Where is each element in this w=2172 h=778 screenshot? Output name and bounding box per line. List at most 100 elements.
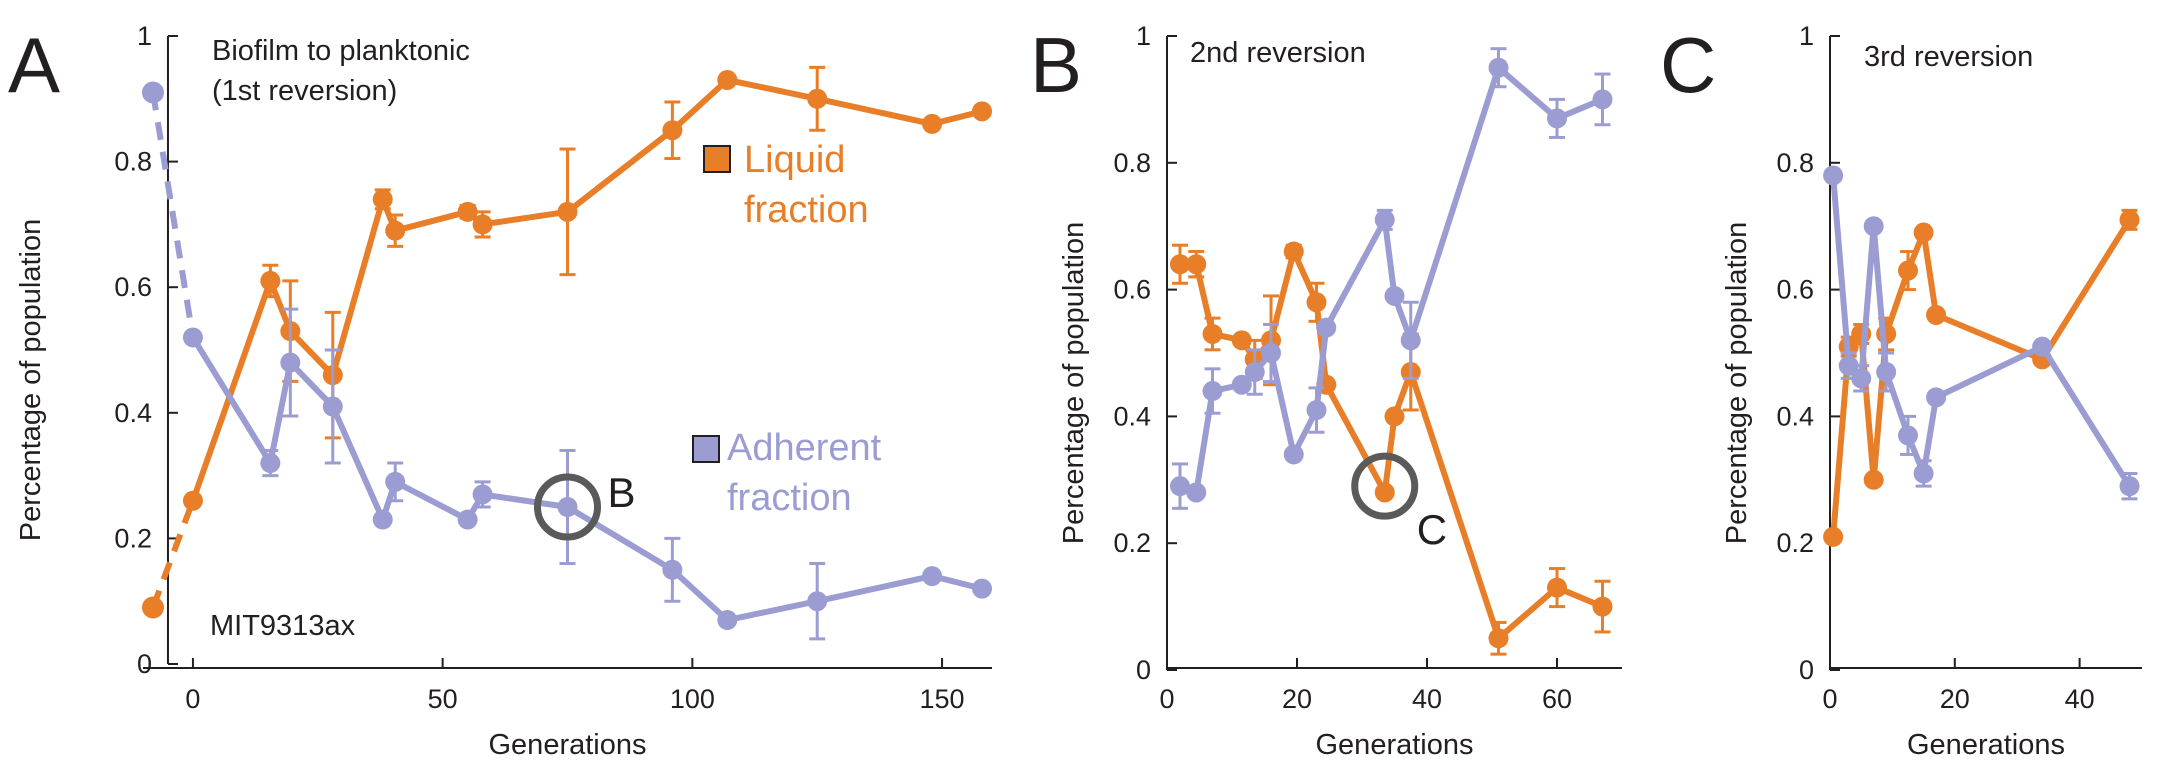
data-point-adherent bbox=[1261, 343, 1281, 363]
y-tick-label: 0 bbox=[137, 649, 152, 679]
x-tick-label: 100 bbox=[670, 684, 715, 714]
panel-letter-b: B bbox=[1030, 21, 1082, 109]
data-point-adherent bbox=[717, 610, 738, 631]
data-point-adherent bbox=[1898, 425, 1918, 446]
x-axis-title: Generations bbox=[1907, 729, 2065, 761]
legend-swatch-liquid bbox=[703, 145, 731, 173]
data-point-liquid bbox=[1170, 254, 1190, 275]
data-point-adherent bbox=[1838, 355, 1859, 376]
data-point-liquid bbox=[1384, 406, 1405, 427]
series-liquid-line bbox=[1180, 248, 1604, 642]
data-point-adherent bbox=[1863, 216, 1884, 237]
y-axis-title: Percentage of population bbox=[15, 219, 47, 541]
data-point-adherent bbox=[1876, 362, 1897, 383]
data-point-adherent bbox=[557, 497, 578, 517]
data-point-adherent bbox=[1202, 381, 1223, 402]
y-tick-label: 0.2 bbox=[1113, 528, 1151, 558]
x-tick-label: 0 bbox=[185, 684, 200, 714]
data-point-liquid bbox=[1306, 292, 1327, 313]
data-point-liquid bbox=[1186, 254, 1207, 275]
data-point-liquid bbox=[1863, 469, 1884, 490]
strain-label: MIT9313ax bbox=[210, 610, 356, 642]
series-adherent bbox=[141, 81, 993, 641]
data-point-liquid bbox=[472, 214, 493, 235]
x-tick-label: 40 bbox=[1412, 684, 1442, 714]
data-point-liquid bbox=[2119, 209, 2140, 230]
x-tick-label: 20 bbox=[1282, 684, 1312, 714]
y-tick-label: 1 bbox=[137, 21, 152, 51]
data-point-adherent bbox=[1374, 209, 1395, 230]
data-point-liquid bbox=[457, 201, 478, 222]
data-point-liquid bbox=[372, 189, 393, 210]
series-adherent-line bbox=[190, 335, 983, 624]
data-point-liquid bbox=[662, 120, 683, 141]
x-tick-label: 0 bbox=[1159, 684, 1174, 714]
series-liquid-dashed-start bbox=[150, 499, 196, 609]
panel-a: A Biofilm to planktonic (1st reversion) … bbox=[8, 21, 993, 761]
data-point-liquid bbox=[1898, 260, 1918, 281]
series-liquid bbox=[141, 65, 993, 619]
x-tick-label: 20 bbox=[1940, 684, 1970, 714]
data-point-adherent bbox=[1926, 387, 1947, 408]
legend-liquid-line2: fraction bbox=[744, 189, 869, 231]
data-point-adherent bbox=[280, 352, 301, 373]
data-point-adherent bbox=[1488, 57, 1509, 78]
x-axis-title: Generations bbox=[489, 729, 647, 761]
series-adherent bbox=[1170, 47, 1613, 510]
data-point-liquid bbox=[717, 69, 738, 90]
legend-adherent-line1: Adherent bbox=[727, 427, 882, 469]
data-point-liquid bbox=[385, 220, 406, 241]
data-point-liquid bbox=[1231, 330, 1252, 351]
y-tick-label: 0.2 bbox=[114, 523, 152, 553]
data-point-adherent bbox=[457, 509, 478, 530]
data-point-adherent bbox=[662, 559, 683, 580]
data-point-adherent bbox=[260, 453, 281, 474]
data-point-liquid bbox=[1592, 596, 1613, 617]
data-point-adherent bbox=[1592, 89, 1613, 110]
highlight-circle bbox=[534, 473, 601, 541]
data-point-liquid bbox=[1547, 577, 1567, 598]
data-point-adherent bbox=[1283, 444, 1304, 465]
data-point-adherent bbox=[1547, 108, 1567, 129]
data-point-adherent bbox=[2032, 336, 2053, 357]
data-point-adherent bbox=[372, 509, 393, 530]
y-axis-title: Percentage of population bbox=[1058, 222, 1090, 544]
legend-adherent-line2: fraction bbox=[727, 477, 852, 519]
highlight-label: C bbox=[1417, 506, 1447, 553]
data-point-liquid bbox=[807, 88, 828, 109]
y-tick-label: 0 bbox=[1799, 655, 1814, 685]
y-tick-label: 0.8 bbox=[114, 147, 152, 177]
y-tick-label: 0.6 bbox=[114, 272, 152, 302]
x-tick-label: 40 bbox=[2065, 684, 2095, 714]
data-point-adherent bbox=[2119, 476, 2140, 497]
x-tick-label: 0 bbox=[1822, 684, 1837, 714]
data-point-adherent bbox=[972, 578, 993, 599]
legend-liquid-line1: Liquid bbox=[744, 139, 845, 181]
y-tick-label: 0.8 bbox=[1113, 148, 1151, 178]
data-point-liquid bbox=[1374, 482, 1395, 503]
y-tick-label: 1 bbox=[1799, 21, 1814, 51]
y-tick-label: 1 bbox=[1136, 21, 1151, 51]
data-point-adherent bbox=[182, 327, 203, 348]
series-adherent bbox=[1823, 165, 2140, 501]
y-tick-label: 0.2 bbox=[1776, 528, 1814, 558]
data-point-liquid bbox=[557, 201, 578, 222]
series-adherent-dashed-start bbox=[150, 92, 196, 338]
y-tick-label: 0.6 bbox=[1776, 275, 1814, 305]
highlight-circle bbox=[1351, 452, 1419, 520]
data-point-adherent bbox=[1913, 463, 1934, 484]
y-tick-label: 0.4 bbox=[1113, 401, 1151, 431]
panel-letter-a: A bbox=[8, 21, 60, 109]
data-point-adherent bbox=[1316, 317, 1337, 338]
panel-b: B 2nd reversion 0 0.2 0.4 0.6 0.8 1 0 20 40 60 Gen… bbox=[1030, 21, 1622, 761]
data-point-liquid bbox=[141, 596, 164, 619]
data-point-liquid bbox=[972, 101, 993, 122]
data-point-adherent bbox=[1170, 476, 1190, 497]
panel-letter-c: C bbox=[1660, 21, 1716, 109]
panel-a-title: Biofilm to planktonic (1st reversion) bbox=[212, 35, 478, 107]
legend-swatch-adherent bbox=[692, 435, 720, 463]
x-tick-label: 150 bbox=[920, 684, 965, 714]
x-axis-title: Generations bbox=[1316, 729, 1474, 761]
data-point-liquid bbox=[1283, 241, 1304, 262]
data-point-liquid bbox=[1202, 323, 1223, 344]
